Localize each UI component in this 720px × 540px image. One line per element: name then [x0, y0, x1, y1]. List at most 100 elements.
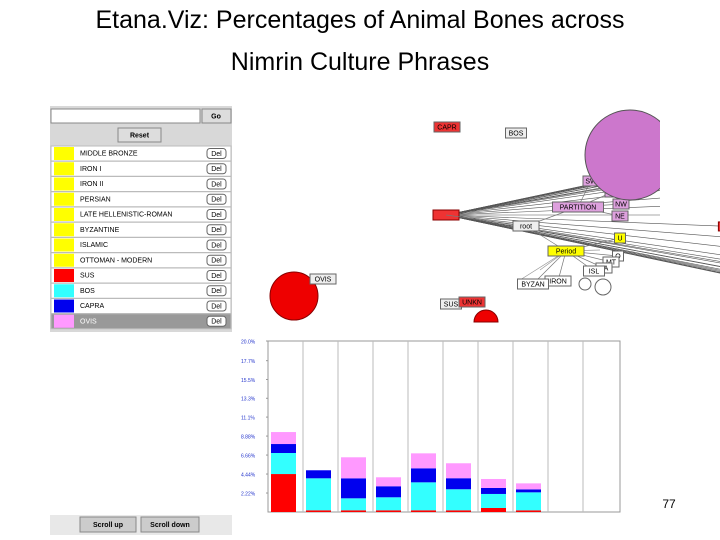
tree-node-label: Period: [556, 248, 576, 255]
row: [50, 313, 232, 330]
tree-node: [309, 273, 337, 285]
bar-segment: [341, 478, 366, 499]
tree-node-label: BOS: [509, 130, 524, 137]
delete-label: Del: [211, 242, 222, 249]
row-swatch: [54, 208, 74, 221]
scroll-down-label: Scroll down: [150, 522, 190, 529]
delete-button[interactable]: [206, 239, 227, 251]
row-swatch: [54, 269, 74, 282]
tree-node: [512, 220, 540, 232]
bar-segment: [516, 510, 541, 512]
tree-node: [547, 245, 585, 257]
tree-node-label: NE: [615, 213, 625, 220]
bar-segment: [411, 482, 436, 511]
delete-label: Del: [211, 227, 222, 234]
row-label: CAPRA: [80, 303, 104, 310]
tree-node: [583, 265, 605, 277]
unkn-node-circle: [473, 309, 499, 323]
bar-segment: [516, 483, 541, 490]
bar-segment: [271, 474, 296, 512]
bar-segment: [481, 493, 506, 508]
bar-segment: [481, 487, 506, 494]
reset-button[interactable]: [117, 127, 162, 143]
bar-segment: [411, 510, 436, 512]
row: [50, 237, 232, 253]
bar-segment: [306, 478, 331, 511]
bar-segment: [446, 478, 471, 490]
delete-label: Del: [211, 151, 222, 158]
row-label: OVIS: [80, 318, 97, 325]
delete-button[interactable]: [206, 270, 227, 281]
tree-edge: [445, 214, 720, 255]
delete-button[interactable]: [206, 300, 227, 312]
tree-node-label: U: [617, 235, 622, 242]
delete-label: Del: [211, 197, 222, 204]
tree-node-label: ISL: [589, 268, 600, 275]
scroll-up-button[interactable]: [79, 516, 137, 533]
bar-segment: [341, 457, 366, 479]
tree-node: [517, 278, 549, 290]
row-label: BYZANTINE: [80, 227, 120, 234]
delete-label: Del: [211, 303, 222, 310]
row-swatch: [54, 284, 74, 298]
tree-edge: [445, 214, 720, 237]
clip-mask: [660, 100, 720, 220]
delete-label: Del: [211, 288, 222, 295]
delete-button[interactable]: [206, 163, 227, 175]
sus-node-circle: [269, 271, 319, 321]
row-swatch: [54, 162, 74, 176]
tree-node: [611, 210, 629, 222]
delete-button[interactable]: [206, 285, 227, 297]
delete-button[interactable]: [206, 315, 227, 327]
bar-segment: [446, 463, 471, 479]
scroll-up-label: Scroll up: [93, 522, 123, 529]
screen: Go Reset Scroll up Scroll down CAPR BOS SW…: [50, 100, 720, 535]
row: [50, 176, 232, 192]
bar-segment: [376, 510, 401, 512]
tree-node-label: OVIS: [315, 276, 332, 283]
delete-label: Del: [211, 166, 222, 173]
delete-label: Del: [211, 258, 222, 265]
delete-button[interactable]: [206, 193, 227, 205]
row: [50, 298, 232, 314]
tree-node: [505, 127, 527, 139]
row-label: OTTOMAN - MODERN: [80, 257, 152, 264]
tree-node-label: UNKN: [462, 299, 482, 306]
scroll-down-button[interactable]: [140, 516, 200, 533]
tree-edge: [445, 214, 720, 247]
delete-button[interactable]: [206, 148, 227, 159]
row: [50, 145, 232, 162]
page-number: 77: [662, 497, 676, 511]
y-tick-label: 15.5%: [241, 378, 256, 384]
bar-segment: [481, 478, 506, 488]
go-button[interactable]: [201, 108, 232, 124]
row-label: PERSIAN: [80, 196, 111, 203]
delete-button[interactable]: [206, 209, 227, 220]
tree-node-label: CAPR: [437, 124, 456, 131]
row-swatch: [54, 238, 74, 252]
bar-segment: [271, 453, 296, 475]
delete-button[interactable]: [206, 254, 227, 266]
delete-button[interactable]: [206, 224, 227, 236]
row: [50, 282, 232, 299]
reset-label: Reset: [130, 132, 150, 139]
y-tick-label: 8.88%: [241, 434, 256, 440]
row-label: SUS: [80, 273, 95, 280]
tree-node: [717, 221, 720, 232]
bar-segment: [376, 486, 401, 498]
search-box[interactable]: [50, 108, 201, 124]
tree-node: [458, 296, 486, 308]
bar-segment: [376, 497, 401, 511]
tree-node: [552, 201, 604, 213]
bar-segment: [516, 489, 541, 493]
delete-button[interactable]: [206, 178, 227, 190]
row-label: IRON II: [80, 181, 103, 188]
bar-segment: [446, 510, 471, 512]
bar-segment: [411, 468, 436, 483]
bar-segment: [271, 432, 296, 445]
row: [50, 160, 232, 177]
bar-segment: [341, 498, 366, 511]
tree-node: [614, 232, 626, 244]
y-tick-label: 17.7%: [241, 359, 256, 365]
bar-segment: [411, 453, 436, 469]
